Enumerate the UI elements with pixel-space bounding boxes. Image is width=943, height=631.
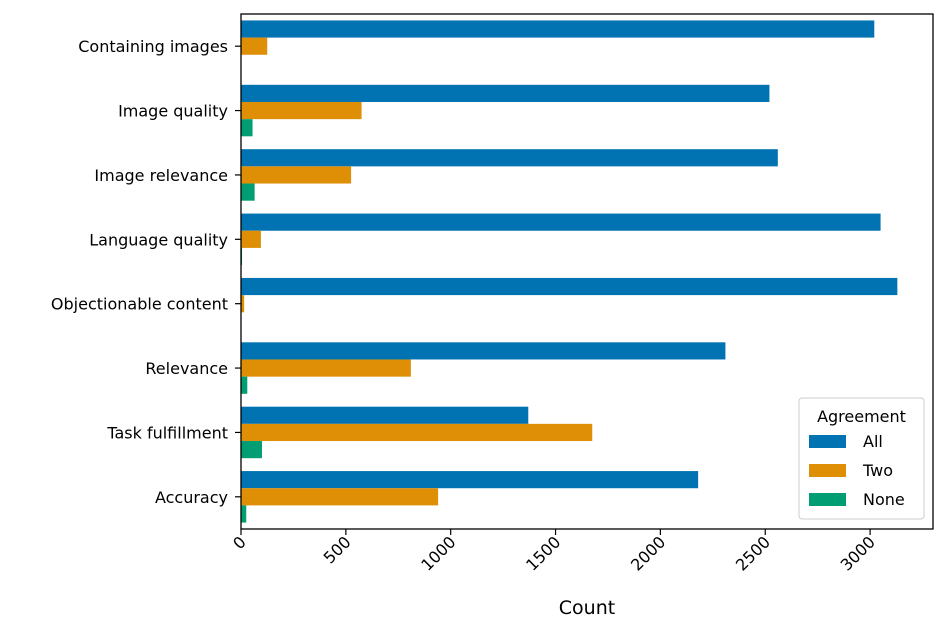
- x-tick-label: 3000: [837, 532, 879, 574]
- bar-all-6: [241, 406, 529, 424]
- x-tick-label: 2000: [627, 532, 669, 574]
- x-tick-label: 0: [229, 532, 250, 553]
- bar-two-4: [241, 295, 245, 313]
- y-tick-label: Task fulfillment: [106, 423, 228, 442]
- y-tick-label: Containing images: [78, 37, 228, 56]
- legend-label-all: All: [863, 432, 883, 451]
- bar-all-3: [241, 213, 881, 231]
- legend-title: Agreement: [817, 407, 906, 426]
- y-tick-label: Accuracy: [155, 488, 228, 507]
- bar-all-5: [241, 342, 726, 360]
- y-axis-ticks: Containing images Image quality Image rele…: [51, 37, 241, 507]
- y-tick-label: Image quality: [118, 102, 228, 121]
- bar-two-1: [241, 101, 362, 120]
- bar-none-2: [241, 183, 255, 201]
- bar-two-5: [241, 359, 411, 377]
- x-tick-label: 2500: [732, 532, 774, 574]
- legend-swatch-all: [809, 435, 846, 448]
- y-tick-label: Image relevance: [94, 166, 228, 185]
- x-axis-ticks: 0 500 1000 1500 2000 2500 3000: [229, 529, 879, 575]
- bar-two-2: [241, 166, 352, 184]
- bar-all-0: [241, 20, 875, 38]
- bars-group: [241, 20, 898, 523]
- bar-all-1: [241, 84, 770, 102]
- bar-two-6: [241, 423, 593, 442]
- bar-none-7: [241, 505, 247, 523]
- legend-swatch-two: [809, 464, 846, 477]
- bar-two-0: [241, 37, 268, 55]
- x-tick-label: 1000: [417, 532, 459, 574]
- bar-all-4: [241, 277, 898, 296]
- y-tick-label: Objectionable content: [51, 295, 228, 314]
- y-tick-label: Relevance: [145, 359, 228, 378]
- x-axis-label: Count: [559, 597, 615, 619]
- bar-none-5: [241, 376, 248, 394]
- legend-label-none: None: [863, 490, 905, 509]
- legend-box: [798, 397, 925, 520]
- legend-swatch-none: [809, 493, 846, 506]
- bar-none-1: [241, 119, 253, 137]
- legend-label-two: Two: [862, 461, 893, 480]
- bar-all-7: [241, 471, 699, 489]
- x-tick-label: 500: [320, 532, 355, 567]
- bar-none-6: [241, 441, 262, 459]
- bar-two-3: [241, 230, 261, 248]
- legend: Agreement All Two None: [798, 397, 925, 520]
- bar-all-2: [241, 149, 778, 167]
- plot-frame: [240, 13, 934, 530]
- bar-two-7: [241, 488, 439, 506]
- y-tick-label: Language quality: [89, 230, 228, 249]
- x-tick-label: 1500: [522, 532, 564, 574]
